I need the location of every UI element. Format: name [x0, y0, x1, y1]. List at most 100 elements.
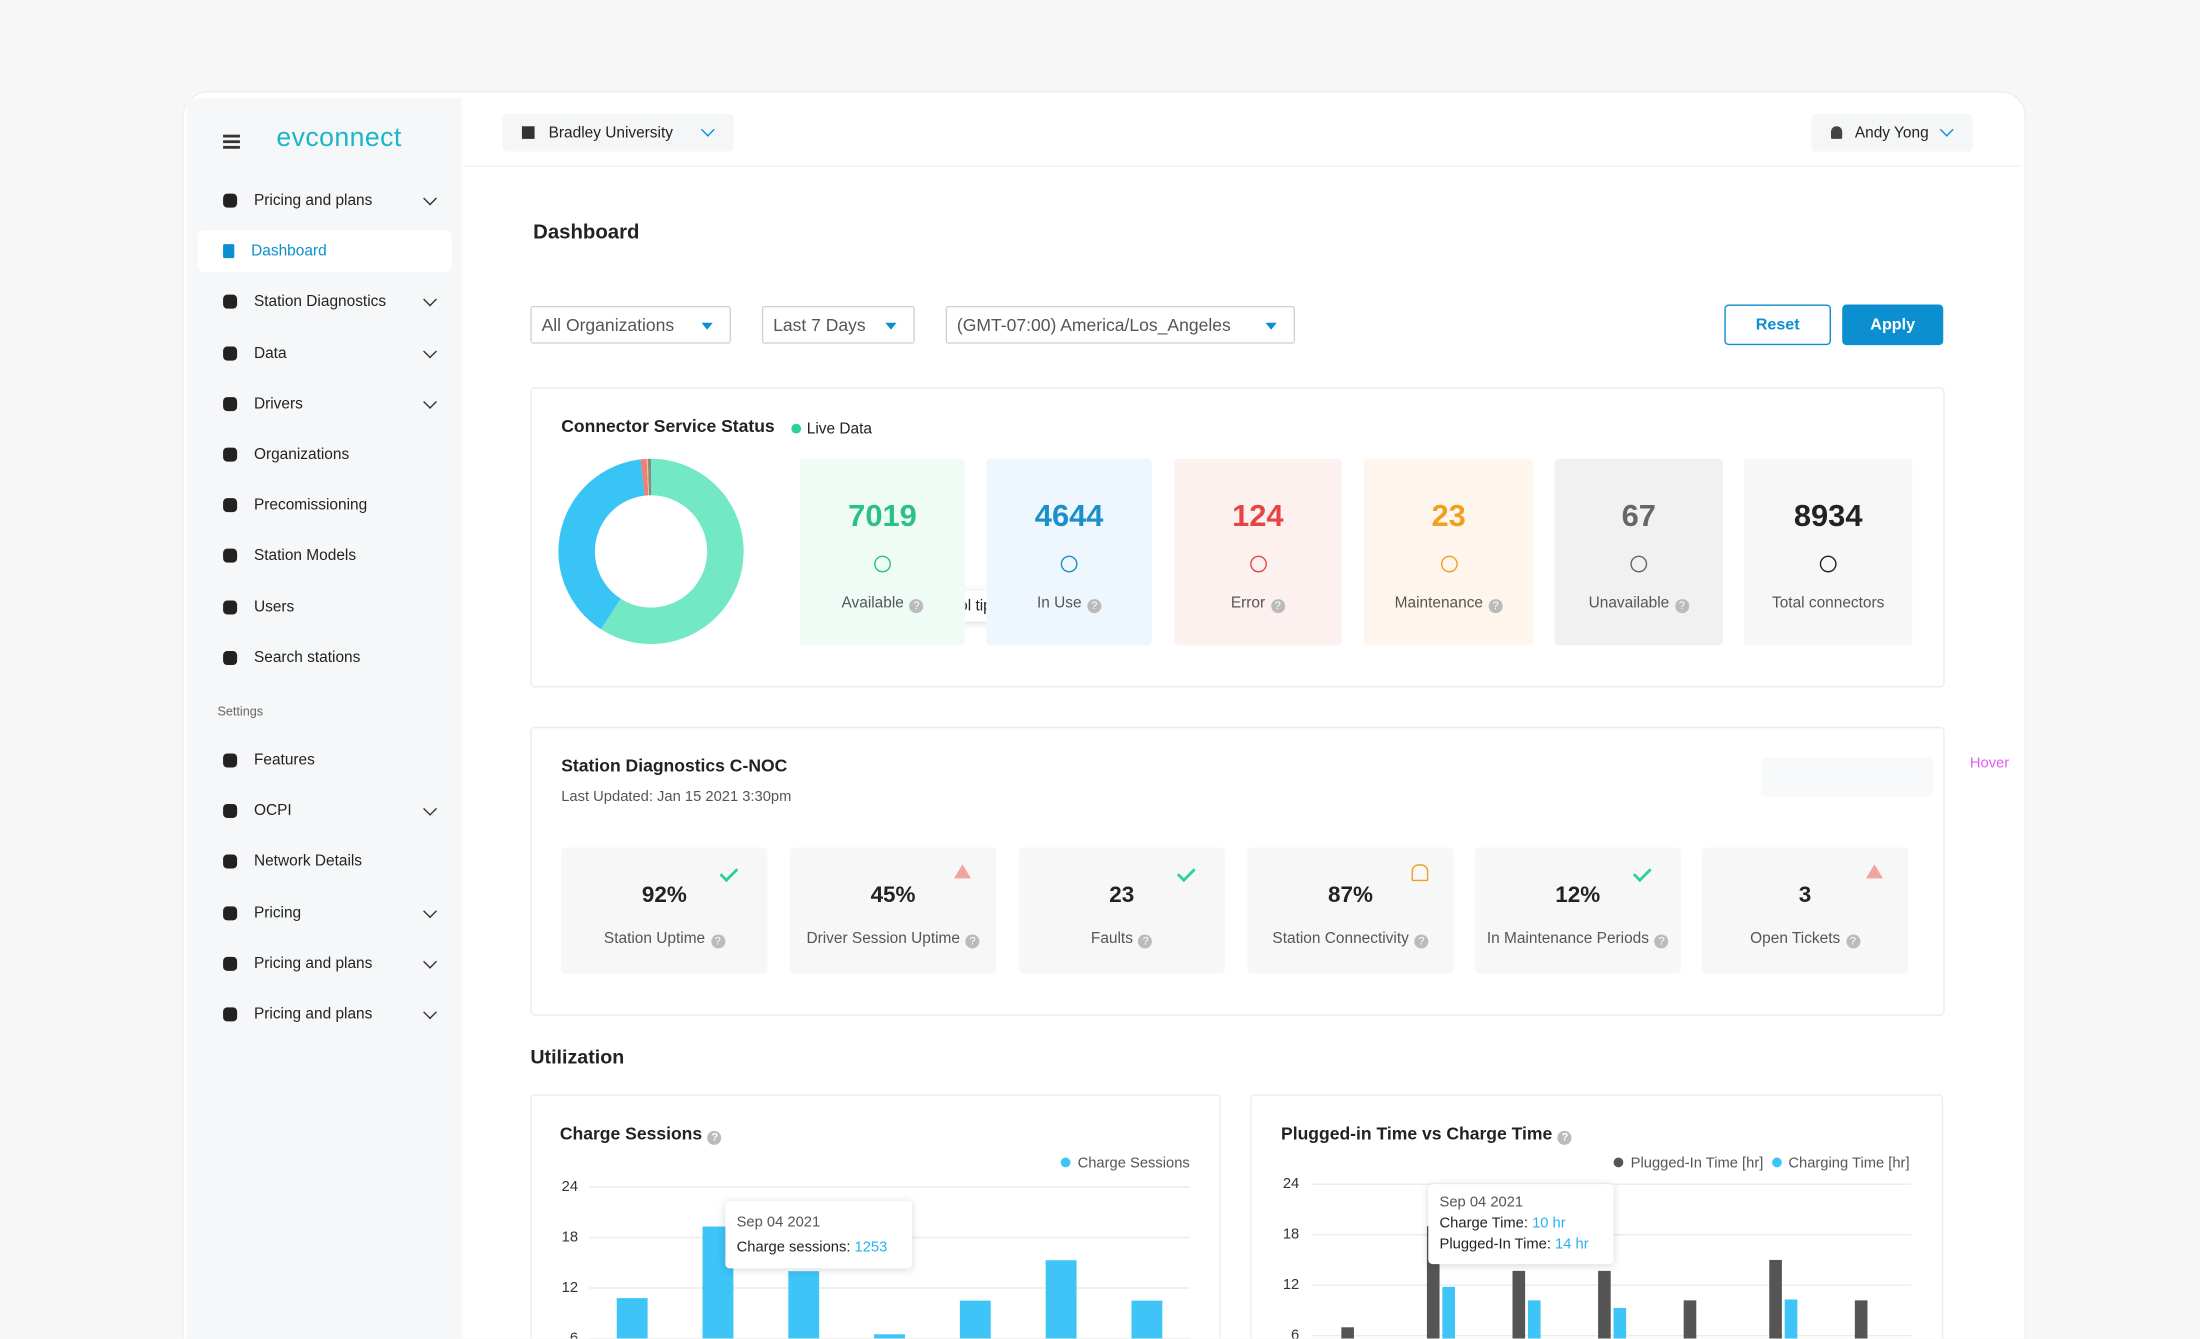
user-menu[interactable]: Andy Yong	[1811, 113, 1973, 152]
status-icon	[1411, 864, 1429, 882]
chevron	[423, 394, 437, 409]
chevron	[423, 903, 437, 918]
hover-note: Hover	[1969, 754, 2010, 772]
section-label: Settings	[217, 704, 264, 719]
nav-item[interactable]: Network Details	[198, 841, 452, 883]
nav-item[interactable]: OCPI	[198, 790, 452, 832]
nav-item[interactable]: Station Diagnostics	[198, 281, 452, 323]
diagnostic-label: Station Uptime?	[561, 930, 767, 949]
status-tile: 7019 Available?	[799, 458, 966, 646]
faded-button[interactable]	[1760, 757, 1934, 797]
status-value: 7019	[848, 498, 917, 534]
nav-icon	[223, 1007, 238, 1022]
chart-title-text: Plugged-in Time vs Charge Time	[1280, 1123, 1553, 1144]
chevron	[423, 191, 437, 206]
help-icon: ?	[1414, 934, 1429, 949]
status-value: 67	[1621, 498, 1656, 534]
apply-button[interactable]: Apply	[1842, 304, 1944, 346]
bar	[1769, 1259, 1782, 1339]
nav-item[interactable]: Station Models	[198, 535, 452, 577]
donut-segment	[640, 458, 649, 496]
nav-icon	[223, 753, 238, 768]
status-icon	[1819, 555, 1837, 573]
tooltip-label: Plugged-In Time:	[1439, 1236, 1551, 1253]
tooltip-value: 1253	[854, 1238, 888, 1256]
nav-icon	[223, 549, 238, 564]
reset-button[interactable]: Reset	[1724, 304, 1831, 346]
status-label: Error?	[1174, 595, 1341, 614]
diagnostic-label: Driver Session Uptime?	[790, 930, 996, 949]
y-tick-label: 18	[1283, 1227, 1299, 1243]
status-tile: 23 Maintenance?	[1363, 458, 1534, 646]
tooltip-label: Charge Time:	[1439, 1215, 1528, 1232]
bar	[788, 1271, 820, 1339]
bar	[1512, 1270, 1526, 1339]
nav-item[interactable]: Organizations	[198, 434, 452, 476]
bar	[1613, 1307, 1627, 1339]
diagnostic-value: 45%	[870, 883, 916, 908]
nav-icon	[223, 295, 238, 310]
nav-label: Features	[253, 752, 315, 769]
status-label: Unavailable?	[1555, 595, 1723, 614]
nav-item[interactable]: Pricing	[198, 892, 452, 934]
nav-item[interactable]: Features	[198, 739, 452, 781]
nav-label: Pricing and plans	[253, 1005, 373, 1023]
bar	[1598, 1270, 1611, 1339]
nav-item[interactable]: Dashboard	[197, 230, 452, 273]
diagnostic-label-text: Faults	[1090, 930, 1133, 948]
timezone-filter-text: (GMT-07:00) America/Los_Angeles	[956, 314, 1231, 335]
tooltip-label: Charge sessions:	[736, 1238, 851, 1256]
menu-toggle[interactable]	[223, 134, 240, 138]
nav-item[interactable]: Pricing and plans	[198, 943, 452, 985]
org-filter[interactable]: All Organizations	[530, 305, 731, 344]
nav-label: Users	[253, 598, 295, 616]
card-title: Station Diagnostics C-NOC	[561, 756, 788, 776]
nav-item[interactable]: Pricing and plans	[198, 180, 452, 222]
status-icon	[1866, 864, 1883, 879]
bar	[1442, 1286, 1455, 1339]
status-icon	[954, 864, 971, 879]
diagnostic-label: Open Tickets?	[1702, 930, 1908, 949]
org-selector[interactable]: Bradley University	[502, 113, 734, 152]
page-title: Dashboard	[533, 221, 640, 245]
org-filter-text: All Organizations	[541, 314, 675, 335]
chart-tooltip: Sep 04 2021 Charge sessions: 1253	[725, 1201, 912, 1269]
help-icon: ?	[909, 599, 924, 614]
timezone-filter[interactable]: (GMT-07:00) America/Los_Angeles	[945, 305, 1296, 344]
nav-icon	[223, 345, 238, 361]
nav-icon	[223, 244, 235, 259]
nav-item[interactable]: Users	[198, 586, 452, 628]
tooltip-date: Sep 04 2021	[736, 1213, 821, 1231]
diagnostic-label-text: Station Connectivity	[1272, 930, 1409, 948]
diagnostic-tile: 3 Open Tickets?	[1701, 847, 1909, 974]
chart-tooltip: Sep 04 2021 Charge Time: 10 hr Plugged-I…	[1428, 1184, 1614, 1265]
status-tile: 124 Error?	[1174, 458, 1342, 646]
y-tick-label: 12	[562, 1280, 578, 1296]
help-icon: ?	[1488, 599, 1503, 614]
status-value: 23	[1431, 498, 1466, 534]
nav-label: Station Models	[253, 547, 357, 565]
help-icon: ?	[1845, 934, 1860, 949]
nav-icon	[223, 804, 238, 819]
diagnostic-label: Station Connectivity?	[1247, 930, 1453, 949]
nav-item[interactable]: Precomissioning	[198, 484, 452, 526]
help-icon: ?	[1674, 599, 1689, 614]
y-tick-label: 12	[1283, 1277, 1299, 1293]
status-icon	[1632, 863, 1652, 883]
nav-item[interactable]: Data	[198, 332, 452, 374]
nav-icon	[223, 956, 238, 971]
bar	[959, 1300, 991, 1339]
range-filter[interactable]: Last 7 Days	[761, 305, 915, 344]
nav-item[interactable]: Pricing and plans	[198, 993, 452, 1035]
y-tick-label: 6	[1291, 1328, 1299, 1339]
diagnostic-label-text: Driver Session Uptime	[806, 930, 960, 948]
nav-label: Pricing and plans	[253, 192, 373, 210]
chevron	[423, 1005, 437, 1020]
nav-icon	[223, 650, 238, 665]
nav-item[interactable]: Search stations	[198, 637, 452, 679]
nav-label: OCPI	[253, 802, 292, 820]
nav-item[interactable]: Drivers	[198, 383, 452, 425]
chevron	[423, 954, 437, 969]
status-label: Available?	[800, 595, 966, 614]
